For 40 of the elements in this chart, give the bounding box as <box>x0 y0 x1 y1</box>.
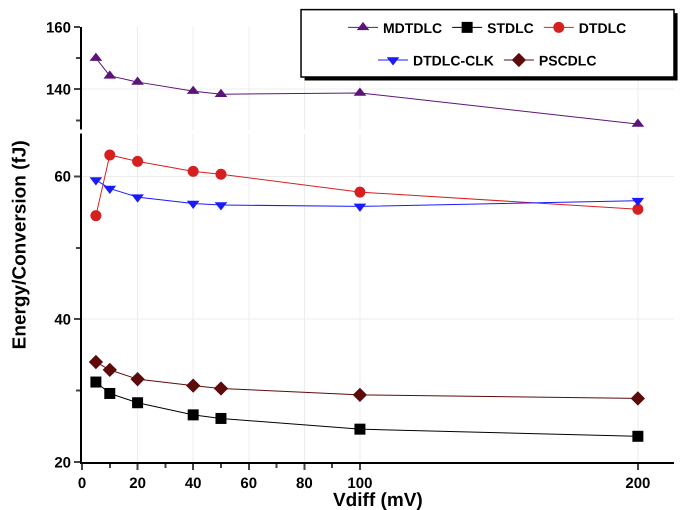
point <box>214 381 228 396</box>
point <box>632 204 644 215</box>
x-tick-label: 200 <box>625 475 650 492</box>
y-axis-title: Energy/Conversion (fJ) <box>9 140 30 350</box>
point <box>104 388 116 399</box>
point <box>132 397 144 408</box>
point <box>88 354 104 370</box>
x-tick-label: 0 <box>78 475 86 492</box>
point <box>104 149 116 160</box>
legend-label: DTDLC <box>578 20 626 36</box>
y-tick-label: 40 <box>54 311 71 328</box>
x-tick-label: 40 <box>184 475 202 492</box>
point <box>90 210 102 222</box>
y-tick-label: 60 <box>54 168 71 186</box>
point <box>188 409 199 420</box>
y-tick-label: 160 <box>46 19 71 36</box>
x-tick-label: 20 <box>129 475 146 492</box>
point <box>188 166 199 177</box>
point <box>132 156 144 167</box>
point <box>102 362 117 378</box>
x-tick-label: 60 <box>240 475 258 492</box>
point <box>354 424 366 435</box>
x-tick-label: 80 <box>296 475 313 492</box>
point <box>632 430 644 442</box>
point <box>352 388 368 402</box>
point <box>630 391 646 406</box>
x-axis-title: Vdiff (mV) <box>333 490 423 510</box>
point <box>215 412 226 424</box>
point <box>130 372 145 386</box>
point <box>354 186 366 198</box>
legend-label: STDLC <box>487 20 534 36</box>
point <box>186 378 200 393</box>
point <box>215 168 226 180</box>
legend-label: DTDLC-CLK <box>413 52 494 68</box>
point <box>90 376 102 388</box>
legend-label: MDTDLC <box>383 20 442 36</box>
x-tick-label: 100 <box>347 475 372 492</box>
y-tick-label: 20 <box>54 454 71 472</box>
y-tick-label: 140 <box>46 81 71 98</box>
legend-label: PSCDLC <box>538 52 596 68</box>
